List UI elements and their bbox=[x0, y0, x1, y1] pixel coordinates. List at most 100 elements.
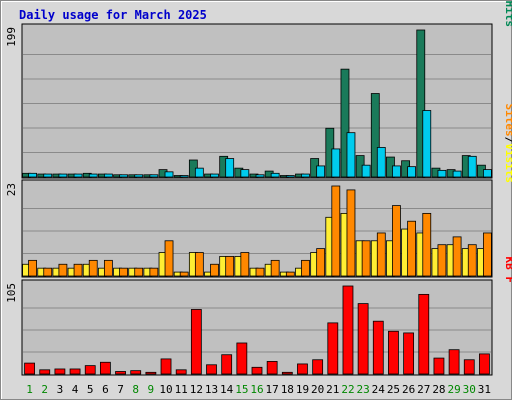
bar-pages-day-26 bbox=[407, 166, 417, 178]
day-label-14: 14 bbox=[220, 383, 234, 396]
bar-sites-day-14 bbox=[225, 256, 235, 277]
legend-entry: Sites bbox=[503, 104, 512, 137]
bar-pages-day-31 bbox=[483, 169, 492, 178]
bar-kb-f-day-22 bbox=[342, 285, 354, 375]
bar-pages-day-10 bbox=[164, 171, 174, 178]
bar-pages-day-13 bbox=[210, 173, 219, 178]
bar-sites-day-5 bbox=[88, 259, 98, 277]
bar-pages-day-6 bbox=[103, 173, 113, 178]
bar-kb-f-day-20 bbox=[312, 359, 324, 375]
bar-sites-day-15 bbox=[240, 252, 250, 277]
day-label-17: 17 bbox=[266, 383, 279, 396]
legend-entry: / bbox=[503, 137, 512, 144]
day-label-18: 18 bbox=[281, 383, 294, 396]
bar-pages-day-19 bbox=[301, 173, 310, 178]
bar-sites-day-3 bbox=[58, 263, 68, 277]
bar-hits-day-22 bbox=[340, 68, 350, 178]
bar-pages-day-30 bbox=[467, 155, 477, 178]
day-label-8: 8 bbox=[132, 383, 139, 396]
day-label-13: 13 bbox=[205, 383, 218, 396]
bar-kb-f-day-16 bbox=[251, 366, 263, 375]
legend-entry: KB F bbox=[503, 257, 512, 284]
bar-kb-f-day-30 bbox=[463, 359, 475, 375]
day-label-21: 21 bbox=[326, 383, 339, 396]
bar-pages-day-14 bbox=[225, 158, 235, 178]
bar-sites-day-19 bbox=[301, 259, 310, 277]
bar-sites-day-12 bbox=[194, 252, 204, 277]
bar-sites-day-27 bbox=[422, 212, 432, 277]
day-label-3: 3 bbox=[57, 383, 64, 396]
bar-kb-f-day-21 bbox=[327, 322, 339, 375]
bar-pages-day-16 bbox=[255, 174, 265, 178]
bar-kb-f-day-2 bbox=[39, 369, 51, 375]
bar-sites-day-31 bbox=[483, 232, 492, 277]
series-hits bbox=[22, 29, 486, 178]
bar-kb-f-day-14 bbox=[221, 354, 233, 375]
bar-kb-f-day-12 bbox=[190, 309, 202, 375]
bar-kb-f-day-19 bbox=[297, 363, 308, 375]
legend-entry: / bbox=[503, 0, 512, 1]
bar-sites-day-1 bbox=[28, 259, 37, 277]
bar-kb-f-day-1 bbox=[24, 362, 35, 375]
day-label-20: 20 bbox=[311, 383, 324, 396]
bar-sites-day-21 bbox=[331, 185, 341, 277]
y-max-label: 23 bbox=[5, 183, 18, 196]
chart-title: Daily usage for March 2025 bbox=[19, 8, 207, 22]
bar-pages-day-28 bbox=[437, 169, 447, 178]
day-label-9: 9 bbox=[148, 383, 155, 396]
legend-kbytes: KB F bbox=[503, 257, 512, 284]
bar-kb-f-day-23 bbox=[357, 303, 369, 375]
bar-kb-f-day-9 bbox=[145, 371, 157, 375]
bar-kb-f-day-18 bbox=[281, 371, 293, 375]
bar-pages-day-21 bbox=[331, 148, 341, 178]
day-label-4: 4 bbox=[72, 383, 79, 396]
x-axis-day-labels: 1 2 3 4 5 6 7 8 9 10 11 12 13 14 15 16 17 18 19 20 21 22 23 24 2… bbox=[26, 383, 491, 396]
bar-pages-day-20 bbox=[316, 165, 326, 178]
day-label-7: 7 bbox=[117, 383, 124, 396]
bar-kb-f-day-25 bbox=[388, 330, 399, 375]
bar-pages-day-2 bbox=[43, 173, 53, 178]
bar-pages-day-5 bbox=[88, 173, 98, 178]
day-label-10: 10 bbox=[159, 383, 172, 396]
legend-entry: Visits bbox=[503, 143, 512, 183]
day-label-28: 28 bbox=[432, 383, 445, 396]
bar-sites-day-28 bbox=[437, 244, 447, 277]
day-label-19: 19 bbox=[296, 383, 309, 396]
bar-sites-day-30 bbox=[467, 244, 477, 277]
legend-visits-sites: Sites/Visits bbox=[503, 104, 512, 184]
bar-sites-day-4 bbox=[73, 263, 83, 277]
day-label-29: 29 bbox=[447, 383, 460, 396]
bar-sites-day-9 bbox=[149, 267, 159, 277]
day-label-23: 23 bbox=[357, 383, 370, 396]
day-label-15: 15 bbox=[235, 383, 248, 396]
legend-hits-files-pages: Pages/Files/Hits bbox=[503, 0, 512, 27]
bar-sites-day-6 bbox=[103, 259, 113, 277]
day-label-12: 12 bbox=[190, 383, 203, 396]
bar-pages-day-8 bbox=[134, 174, 144, 178]
bar-sites-day-16 bbox=[255, 267, 265, 277]
day-label-16: 16 bbox=[250, 383, 263, 396]
day-label-24: 24 bbox=[372, 383, 386, 396]
bar-pages-day-7 bbox=[119, 174, 128, 178]
panel-visits-sites: 23 Sites/Visits bbox=[5, 104, 512, 278]
bar-sites-day-17 bbox=[270, 259, 280, 277]
bar-kb-f-day-3 bbox=[54, 368, 66, 375]
day-label-22: 22 bbox=[341, 383, 354, 396]
bar-pages-day-3 bbox=[58, 173, 68, 178]
bar-kb-f-day-28 bbox=[433, 357, 445, 375]
bar-sites-day-26 bbox=[407, 220, 417, 277]
bar-pages-day-22 bbox=[346, 132, 356, 178]
legend-entry: Hits bbox=[503, 1, 512, 28]
day-label-6: 6 bbox=[102, 383, 109, 396]
bar-sites-day-13 bbox=[210, 263, 219, 277]
bar-kb-f-day-29 bbox=[448, 349, 460, 375]
bar-sites-day-25 bbox=[392, 205, 401, 277]
bar-kb-f-day-31 bbox=[479, 353, 490, 375]
bar-pages-day-4 bbox=[73, 173, 83, 178]
day-label-2: 2 bbox=[41, 383, 48, 396]
bar-pages-day-29 bbox=[452, 170, 462, 178]
bar-kb-f-day-5 bbox=[84, 365, 96, 375]
bar-pages-day-1 bbox=[28, 172, 37, 178]
bar-pages-day-25 bbox=[392, 165, 401, 178]
